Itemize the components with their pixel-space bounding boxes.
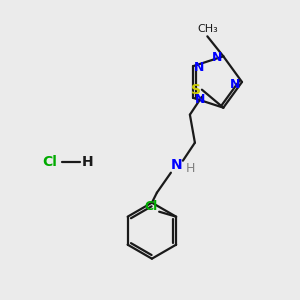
Text: CH₃: CH₃ — [197, 24, 218, 34]
Text: H: H — [186, 162, 196, 175]
Text: H: H — [82, 155, 94, 169]
Text: Cl: Cl — [43, 155, 57, 169]
Text: N: N — [194, 61, 204, 74]
Text: S: S — [191, 83, 201, 97]
Text: N: N — [230, 77, 240, 91]
Text: Cl: Cl — [145, 200, 158, 213]
Text: N: N — [212, 51, 223, 64]
Text: N: N — [171, 158, 183, 172]
Text: N: N — [195, 93, 205, 106]
